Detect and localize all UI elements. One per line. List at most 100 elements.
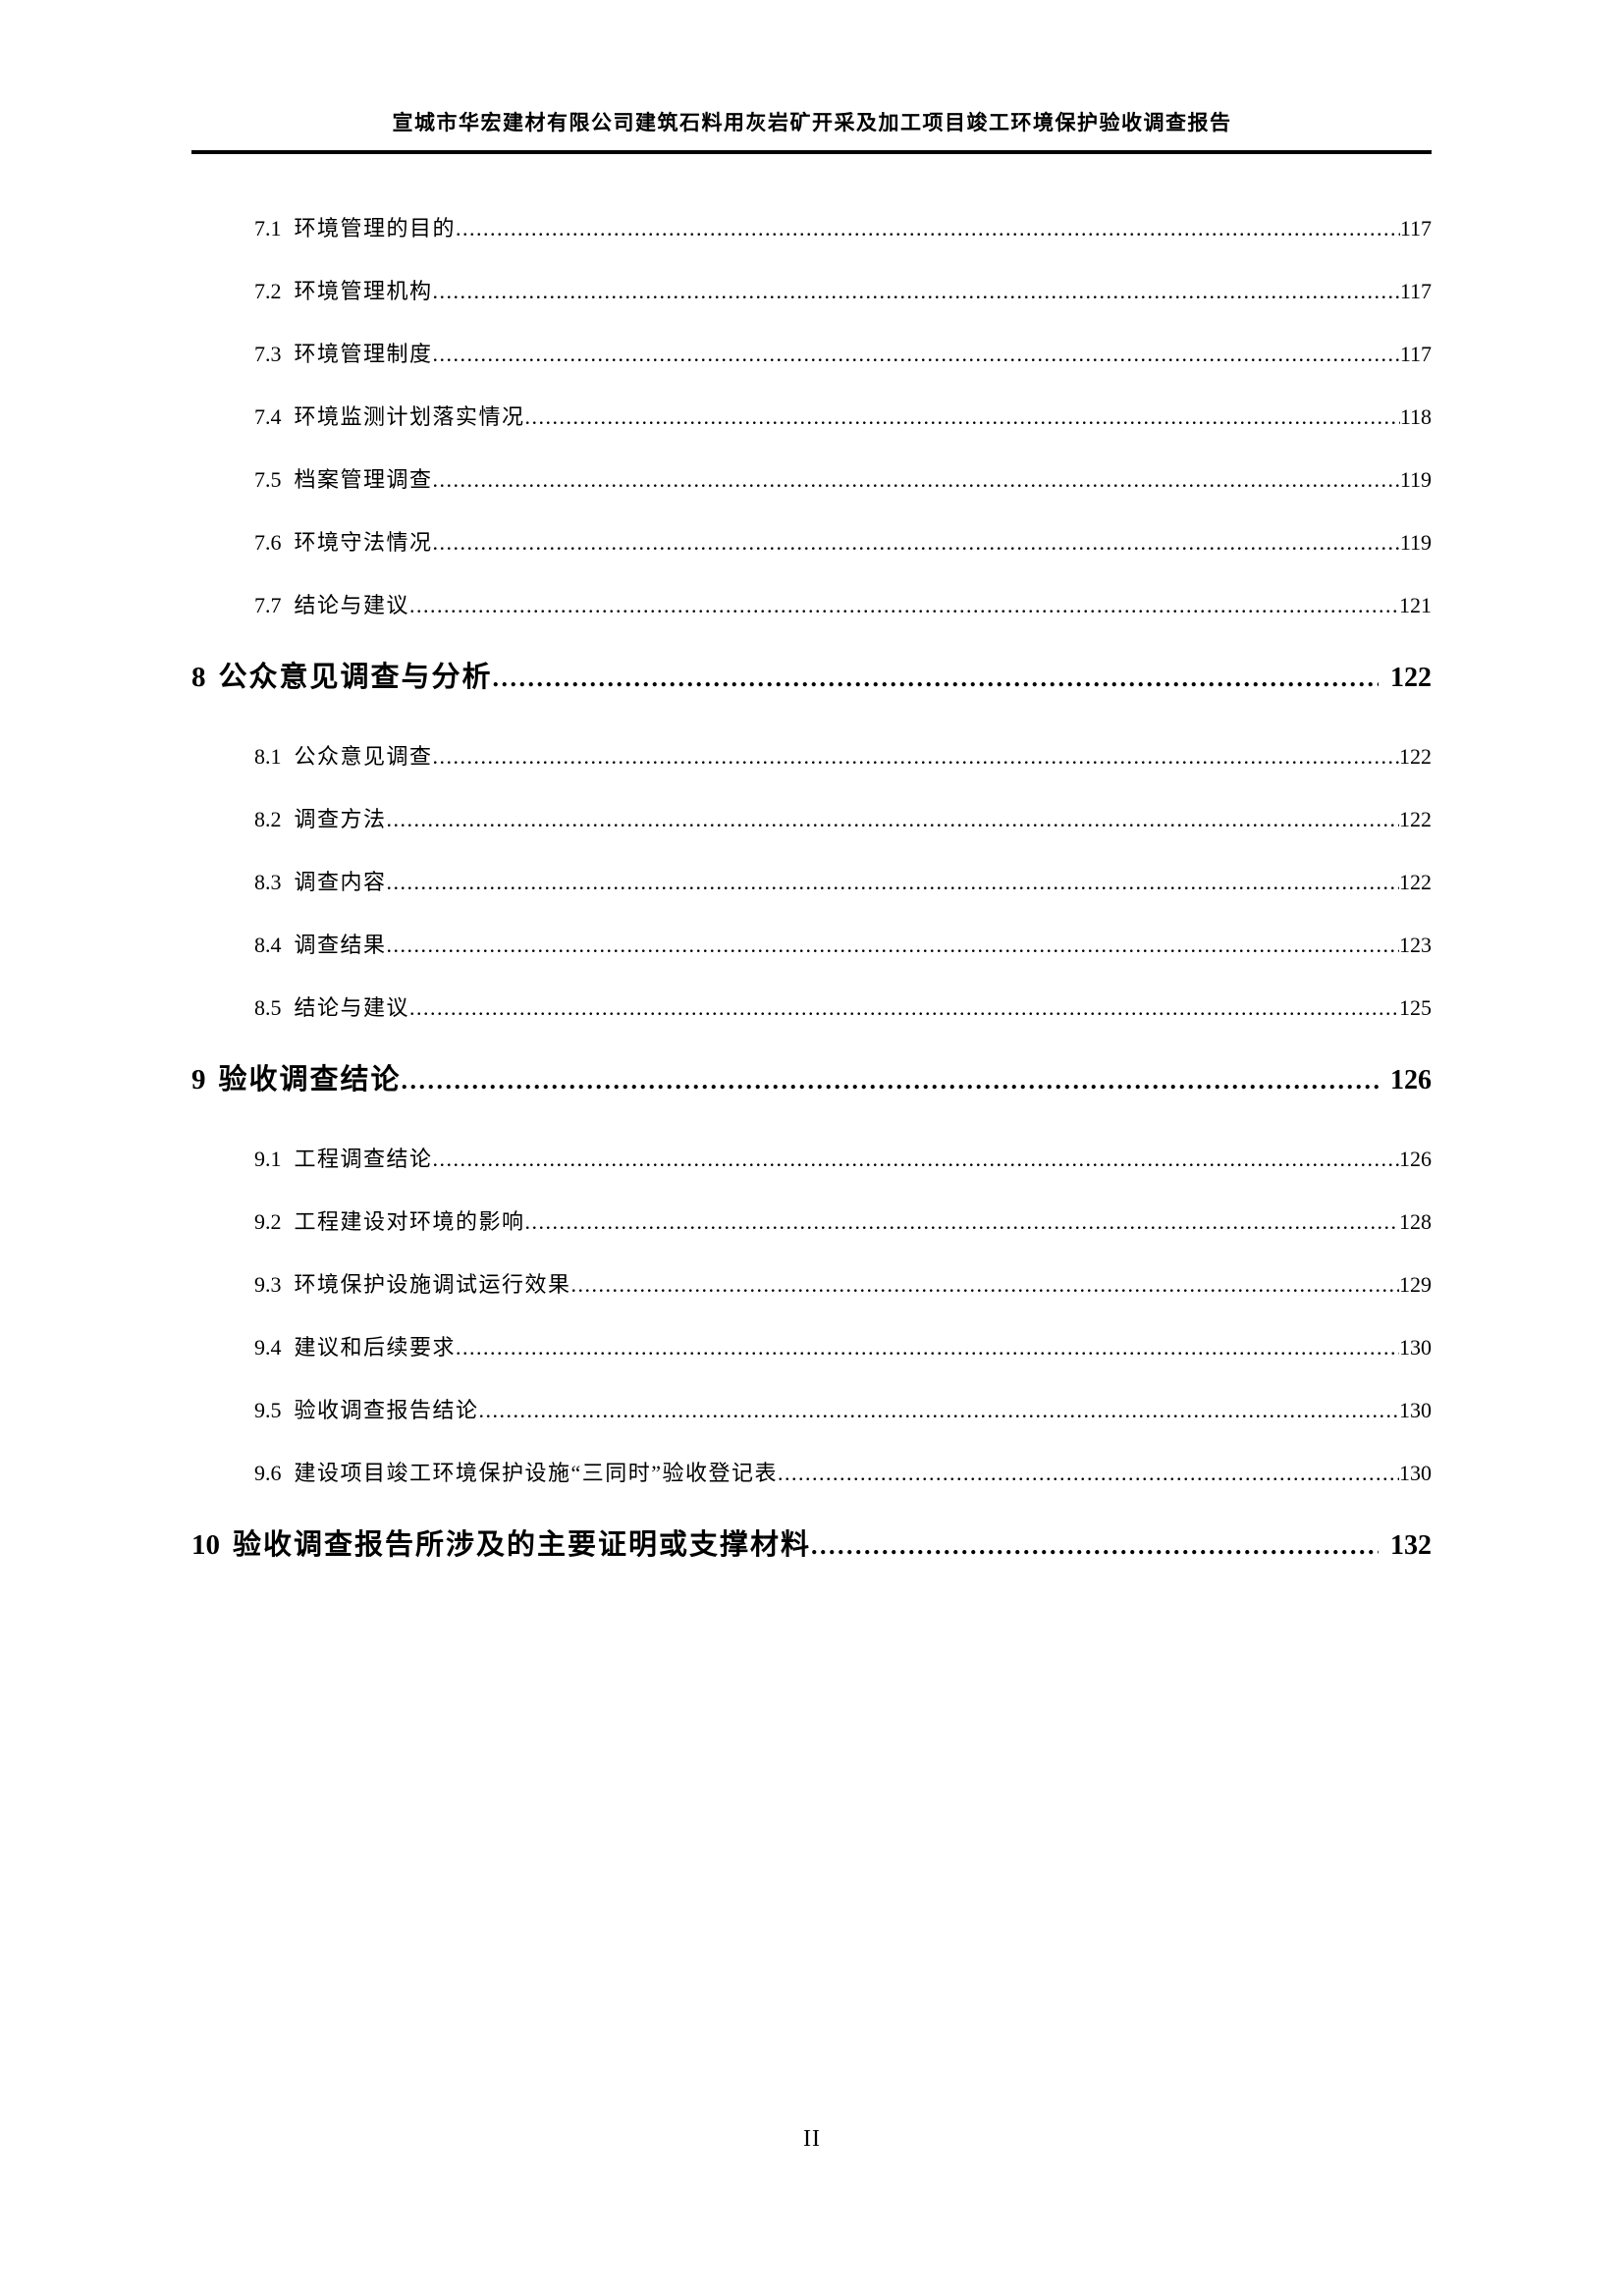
toc-entry-number: 7.3 (254, 342, 282, 366)
toc-entry-title: 建议和后续要求 (294, 1335, 457, 1360)
dot-leader (456, 1316, 1399, 1379)
dot-leader (433, 511, 1400, 574)
toc-entry-title: 验收调查结论 (218, 1064, 402, 1095)
toc-entry-page: 129 (1399, 1272, 1432, 1297)
toc-entry-page: 123 (1399, 933, 1432, 957)
toc-entry: 7.2 环境管理机构 117 (191, 260, 1432, 323)
toc-entry-title: 调查方法 (294, 807, 387, 831)
toc-entry-title: 工程调查结论 (294, 1147, 433, 1171)
dot-leader (387, 851, 1399, 914)
dot-leader (433, 323, 1400, 386)
dot-leader (778, 1442, 1399, 1505)
dot-leader (525, 1191, 1399, 1254)
toc-entry-page: 132 (1390, 1530, 1432, 1561)
toc-entry: 7.1 环境管理的目的 117 (191, 197, 1432, 260)
dot-leader (409, 574, 1399, 637)
toc-entry-number: 8.2 (254, 807, 282, 831)
toc-entry-number: 7.6 (254, 530, 282, 555)
dot-leader (456, 197, 1400, 260)
toc-entry: 8.5 结论与建议 125 (191, 977, 1432, 1040)
toc-entry: 9.5 验收调查报告结论 130 (191, 1379, 1432, 1442)
dot-leader (433, 725, 1399, 788)
toc-entry: 9.3 环境保护设施调试运行效果 129 (191, 1254, 1432, 1316)
toc-entry-title: 环境监测计划落实情况 (294, 404, 525, 429)
toc-entry-number: 9.4 (254, 1335, 282, 1360)
page-header: 宣城市华宏建材有限公司建筑石料用灰岩矿开采及加工项目竣工环境保护验收调查报告 (0, 0, 1624, 154)
toc-entry-title: 公众意见调查与分析 (218, 662, 493, 693)
toc-entry-page: 117 (1399, 342, 1432, 366)
dot-leader (525, 386, 1400, 449)
dot-leader (433, 1128, 1399, 1191)
toc-entry-title: 公众意见调查 (294, 744, 433, 769)
dot-leader (433, 449, 1400, 511)
dot-leader (479, 1379, 1399, 1442)
toc-entry: 8.3 调查内容 122 (191, 851, 1432, 914)
toc-entry-page: 122 (1390, 663, 1432, 693)
dot-leader (571, 1254, 1399, 1316)
toc-entry: 8.1 公众意见调查 122 (191, 725, 1432, 788)
toc-entry-page: 125 (1399, 995, 1432, 1020)
toc-entry-number: 7.1 (254, 216, 282, 240)
toc-entry-number: 8.5 (254, 995, 282, 1020)
dot-leader (811, 1506, 1379, 1586)
toc-entry-number: 10 (191, 1529, 220, 1561)
toc-entry: 9.2 工程建设对环境的影响 128 (191, 1191, 1432, 1254)
dot-leader (402, 1041, 1379, 1121)
toc-entry-number: 9 (191, 1064, 206, 1095)
toc-entry-title: 结论与建议 (294, 593, 410, 617)
toc-entry-number: 8 (191, 662, 206, 693)
toc-entry-number: 9.2 (254, 1209, 282, 1234)
toc-entry-number: 7.7 (254, 593, 282, 617)
toc-entry: 9 验收调查结论 126 (191, 1040, 1432, 1120)
page-number-footer: II (803, 2126, 821, 2152)
toc-entry-title: 环境管理机构 (294, 279, 433, 303)
toc-entry-number: 9.5 (254, 1398, 282, 1422)
header-rule (191, 150, 1432, 154)
toc-entry-page: 117 (1399, 216, 1432, 240)
toc-entry-page: 117 (1399, 279, 1432, 303)
dot-leader (387, 788, 1399, 851)
toc-entry: 7.4 环境监测计划落实情况 118 (191, 386, 1432, 449)
running-header-title: 宣城市华宏建材有限公司建筑石料用灰岩矿开采及加工项目竣工环境保护验收调查报告 (392, 111, 1232, 134)
toc-entry: 9.4 建议和后续要求 130 (191, 1316, 1432, 1379)
toc-entry-number: 9.3 (254, 1272, 282, 1297)
toc-entry-page: 118 (1399, 404, 1432, 429)
toc-entry-title: 验收调查报告所涉及的主要证明或支撑材料 (233, 1529, 812, 1561)
toc-entry-page: 126 (1390, 1065, 1432, 1095)
toc-entry-page: 122 (1399, 807, 1432, 831)
table-of-contents: 7.1 环境管理的目的 117 7.2 环境管理机构 117 7.3 环境管理制… (191, 154, 1432, 1585)
toc-entry-title: 建设项目竣工环境保护设施“三同时”验收登记表 (294, 1461, 779, 1485)
toc-entry-title: 调查内容 (294, 870, 387, 894)
toc-entry: 9.1 工程调查结论 126 (191, 1128, 1432, 1191)
toc-entry-title: 工程建设对环境的影响 (294, 1209, 525, 1234)
toc-entry-page: 130 (1399, 1335, 1432, 1360)
page-footer: II (0, 2126, 1624, 2153)
toc-entry: 8 公众意见调查与分析 122 (191, 637, 1432, 718)
toc-entry-number: 7.5 (254, 467, 282, 492)
toc-entry-page: 122 (1399, 744, 1432, 769)
toc-entry-page: 126 (1399, 1147, 1432, 1171)
toc-entry: 7.6 环境守法情况 119 (191, 511, 1432, 574)
toc-entry: 7.3 环境管理制度 117 (191, 323, 1432, 386)
toc-entry: 7.7 结论与建议 121 (191, 574, 1432, 637)
toc-entry-title: 环境管理的目的 (294, 216, 457, 240)
toc-entry-title: 环境管理制度 (294, 342, 433, 366)
toc-entry-number: 8.1 (254, 744, 282, 769)
toc-entry-title: 环境保护设施调试运行效果 (294, 1272, 571, 1297)
toc-entry-number: 9.6 (254, 1461, 282, 1485)
toc-entry: 7.5 档案管理调查 119 (191, 449, 1432, 511)
dot-leader (409, 977, 1399, 1040)
toc-entry-title: 环境守法情况 (294, 530, 433, 555)
toc-entry-title: 调查结果 (294, 933, 387, 957)
toc-entry-title: 验收调查报告结论 (294, 1398, 479, 1422)
toc-entry: 8.4 调查结果 123 (191, 914, 1432, 977)
toc-entry-number: 7.4 (254, 404, 282, 429)
toc-entry-page: 119 (1399, 530, 1432, 555)
toc-entry-number: 8.3 (254, 870, 282, 894)
toc-entry-number: 9.1 (254, 1147, 282, 1171)
dot-leader (493, 638, 1379, 719)
toc-entry-page: 121 (1399, 593, 1432, 617)
dot-leader (387, 914, 1399, 977)
toc-entry-page: 122 (1399, 870, 1432, 894)
